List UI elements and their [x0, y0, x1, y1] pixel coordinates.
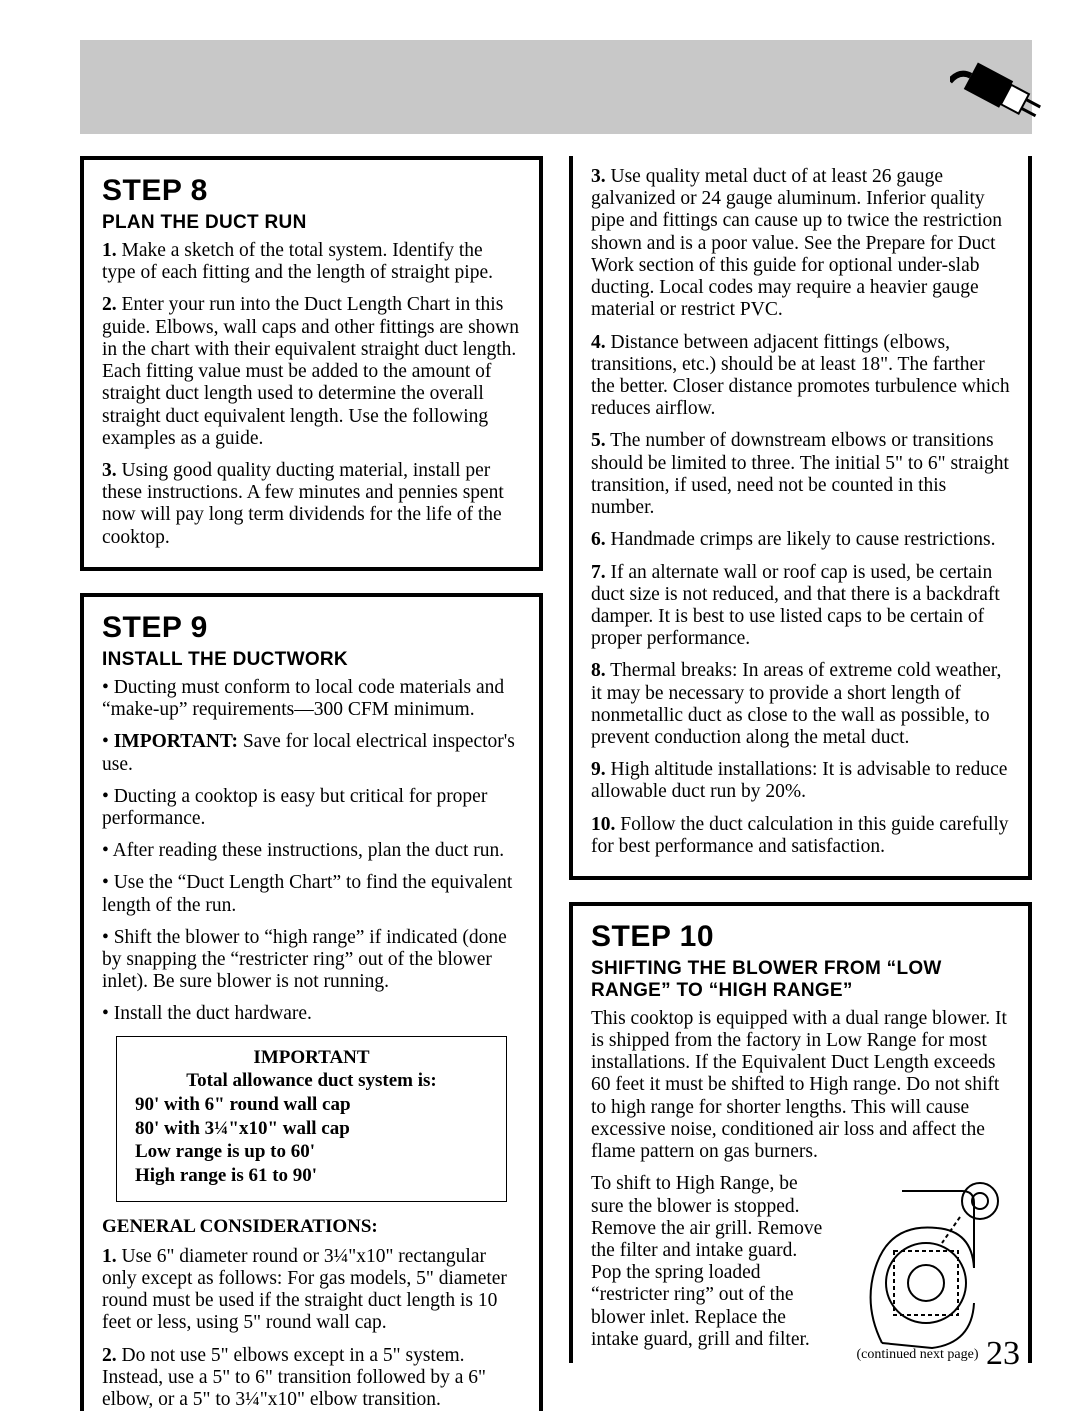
step8-p3: 3. Using good quality ducting material, …: [102, 460, 521, 549]
ibox-l6: High range is 61 to 90': [135, 1165, 488, 1187]
header-band: [80, 40, 1032, 134]
step8-p2: 2. Enter your run into the Duct Length C…: [102, 294, 521, 450]
ibox-l3: 90' with 6" round wall cap: [135, 1094, 488, 1116]
step9-bullets: Ducting must conform to local code mater…: [102, 677, 521, 1026]
content-columns: STEP 8 PLAN THE DUCT RUN 1. Make a sketc…: [80, 156, 1032, 1411]
step9-box-left: STEP 9 INSTALL THE DUCTWORK Ducting must…: [80, 593, 543, 1411]
continued-text: (continued next page): [856, 1347, 978, 1362]
step10-p1: This cooktop is equipped with a dual ran…: [591, 1008, 1010, 1164]
gc-6: 6. Handmade crimps are likely to cause r…: [591, 529, 1010, 551]
gc-4: 4. Distance between adjacent fittings (e…: [591, 332, 1010, 421]
step10-subhead: SHIFTING THE BLOWER FROM “LOW RANGE” TO …: [591, 958, 1010, 1002]
step8-title: STEP 8: [102, 174, 521, 208]
step9-title: STEP 9: [102, 611, 521, 645]
left-column: STEP 8 PLAN THE DUCT RUN 1. Make a sketc…: [80, 156, 543, 1411]
step9-b3: Ducting a cooktop is easy but critical f…: [102, 786, 521, 830]
gc-1: 1. Use 6" diameter round or 3¼"x10" rect…: [102, 1246, 521, 1335]
gc-9: 9. High altitude installations: It is ad…: [591, 759, 1010, 803]
step9-b2: IMPORTANT: Save for local electrical ins…: [102, 731, 521, 775]
step9-b4: After reading these instructions, plan t…: [102, 840, 521, 862]
ibox-l5: Low range is up to 60': [135, 1141, 488, 1163]
footer: (continued next page) 23: [856, 1335, 1020, 1373]
step10-p2: To shift to High Range, be sure the blow…: [591, 1173, 832, 1351]
step9-subhead: INSTALL THE DUCTWORK: [102, 649, 521, 671]
gc-10: 10. Follow the duct calculation in this …: [591, 814, 1010, 858]
gc-5: 5. The number of downstream elbows or tr…: [591, 430, 1010, 519]
ibox-l1: IMPORTANT: [135, 1047, 488, 1069]
plug-icon: [950, 46, 1050, 132]
step8-subhead: PLAN THE DUCT RUN: [102, 212, 521, 234]
gc-3: 3. Use quality metal duct of at least 26…: [591, 166, 1010, 322]
ibox-l2: Total allowance duct system is:: [135, 1070, 488, 1092]
step10-box: STEP 10 SHIFTING THE BLOWER FROM “LOW RA…: [569, 902, 1032, 1363]
important-box: IMPORTANT Total allowance duct system is…: [116, 1036, 507, 1202]
step9-b6: Shift the blower to “high range” if indi…: [102, 927, 521, 994]
gc-7: 7. If an alternate wall or roof cap is u…: [591, 562, 1010, 651]
step9-box-right: 3. Use quality metal duct of at least 26…: [569, 156, 1032, 880]
step9-b7: Install the duct hardware.: [102, 1003, 521, 1025]
step10-title: STEP 10: [591, 920, 1010, 954]
step8-p1: 1. Make a sketch of the total system. Id…: [102, 240, 521, 284]
gc-2: 2. Do not use 5" elbows except in a 5" s…: [102, 1345, 521, 1411]
gen-considerations: GENERAL CONSIDERATIONS:: [102, 1216, 521, 1238]
step9-b1: Ducting must conform to local code mater…: [102, 677, 521, 721]
gc-8: 8. Thermal breaks: In areas of extreme c…: [591, 660, 1010, 749]
ibox-l4: 80' with 3¼"x10" wall cap: [135, 1118, 488, 1140]
step9-b5: Use the “Duct Length Chart” to find the …: [102, 872, 521, 916]
page-number: 23: [986, 1335, 1020, 1372]
right-column: 3. Use quality metal duct of at least 26…: [569, 156, 1032, 1411]
step8-box: STEP 8 PLAN THE DUCT RUN 1. Make a sketc…: [80, 156, 543, 571]
